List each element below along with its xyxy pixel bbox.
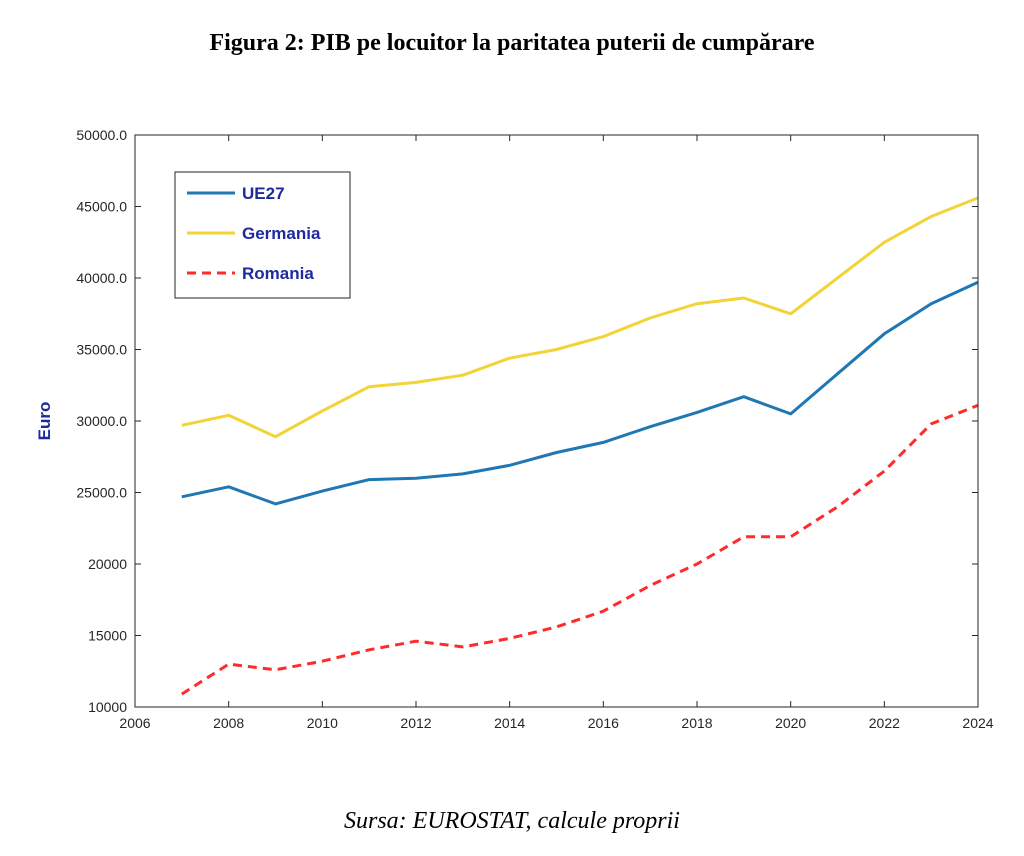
source-caption: Sursa: EUROSTAT, calcule proprii xyxy=(344,808,680,834)
y-tick-label: 25000.0 xyxy=(76,485,127,501)
line-chart: 2006 2008 2010 2012 2014 2016 2018 2020 2022 2024… xyxy=(35,127,994,731)
x-tick-label: 2010 xyxy=(307,715,338,731)
y-tick-label: 10000 xyxy=(88,699,127,715)
x-tick-label: 2016 xyxy=(588,715,619,731)
y-tick-label: 15000 xyxy=(88,628,127,644)
y-tick-label: 30000.0 xyxy=(76,413,127,429)
legend-label-germania: Germania xyxy=(242,224,321,243)
y-axis-label: Euro xyxy=(35,402,54,441)
x-tick-label: 2006 xyxy=(119,715,150,731)
x-tick-label: 2014 xyxy=(494,715,525,731)
x-tick-label: 2008 xyxy=(213,715,244,731)
x-tick-label: 2024 xyxy=(962,715,993,731)
y-tick-label: 35000.0 xyxy=(76,342,127,358)
legend-label-ue27: UE27 xyxy=(242,184,285,203)
y-tick-label: 50000.0 xyxy=(76,127,127,143)
x-tick-label: 2022 xyxy=(869,715,900,731)
x-tick-label: 2020 xyxy=(775,715,806,731)
x-tick-label: 2012 xyxy=(400,715,431,731)
series-line-germania xyxy=(181,196,979,439)
legend-label-romania: Romania xyxy=(242,264,314,283)
x-tick-label: 2018 xyxy=(681,715,712,731)
series-line-ue27 xyxy=(181,280,979,506)
series-line-romania xyxy=(180,403,979,696)
y-tick-label: 40000.0 xyxy=(76,270,127,286)
y-tick-label: 20000 xyxy=(88,556,127,572)
y-tick-label: 45000.0 xyxy=(76,199,127,215)
legend: UE27 Germania Romania xyxy=(174,171,351,299)
chart-title: Figura 2: PIB pe locuitor la paritatea p… xyxy=(209,30,815,56)
